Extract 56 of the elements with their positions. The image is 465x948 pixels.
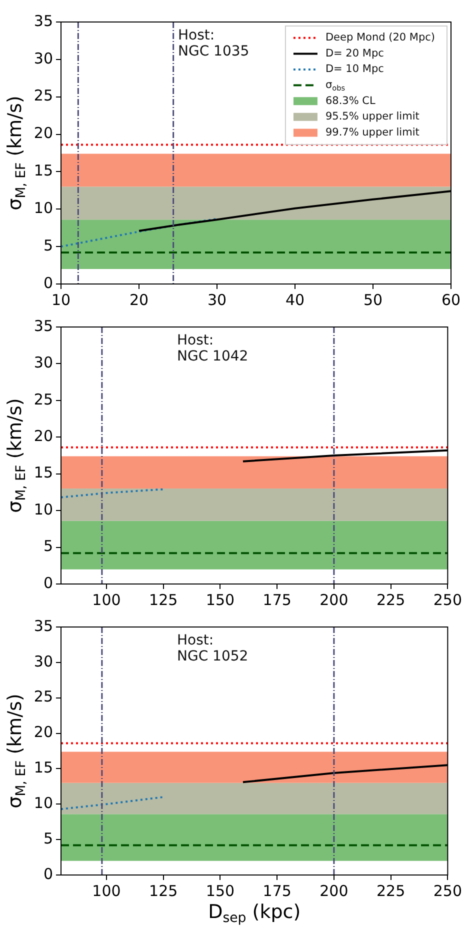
y-tick-label: 10	[34, 199, 53, 218]
y-tick-label: 25	[34, 390, 53, 408]
x-tick-label: 40	[285, 290, 305, 309]
x-tick-label: 125	[149, 882, 178, 900]
x-tick-label: 225	[376, 882, 406, 900]
x-tick-label: 250	[433, 590, 462, 609]
x-tick-label: 150	[206, 882, 235, 900]
x-tick-label: 200	[320, 882, 348, 900]
y-tick-label: 0	[43, 274, 53, 292]
y-tick-label: 10	[34, 794, 53, 812]
y-tick-label: 10	[34, 500, 53, 518]
legend-label: 95.5% upper limit	[325, 110, 420, 123]
legend-label: 99.7% upper limit	[325, 126, 420, 138]
y-tick-label: 15	[34, 464, 53, 482]
annotation: Host: NGC 1035	[178, 28, 250, 60]
y-tick-label: 5	[43, 236, 53, 254]
x-tick-label: 60	[441, 290, 461, 309]
y-axis-title: σM, EF (km/s)	[4, 96, 30, 210]
y-tick-label: 20	[34, 723, 53, 742]
x-tick-label: 225	[376, 590, 406, 609]
legend-label: Deep Mond (20 Mpc)	[325, 32, 436, 44]
x-tick-label: 100	[92, 590, 121, 609]
x-tick-label: 150	[206, 590, 235, 609]
line-series	[61, 218, 218, 248]
annotation: Host: NGC 1042	[177, 332, 248, 365]
y-tick-label: 0	[43, 574, 53, 592]
y-tick-label: 20	[34, 427, 53, 446]
y-tick-label: 30	[34, 49, 53, 68]
y-tick-label: 35	[34, 316, 53, 335]
y-tick-label: 0	[43, 864, 53, 883]
y-tick-label: 30	[34, 652, 53, 670]
legend-label: D= 20 Mpc	[325, 47, 384, 60]
y-tick-label: 35	[34, 12, 53, 30]
x-tick-label: 125	[149, 590, 178, 609]
x-tick-label: 30	[207, 290, 227, 309]
x-tick-label: 200	[320, 590, 348, 609]
y-tick-label: 30	[34, 354, 53, 372]
x-tick-label: 50	[363, 290, 383, 309]
x-tick-label: 175	[262, 882, 292, 900]
x-tick-label: 175	[262, 590, 292, 609]
x-tick-label: 20	[129, 290, 149, 309]
y-tick-label: 15	[34, 758, 53, 777]
y-tick-label: 25	[34, 688, 53, 706]
y-tick-label: 5	[43, 537, 53, 556]
x-tick-label: 250	[433, 882, 462, 900]
y-tick-label: 5	[43, 829, 53, 848]
x-tick-label: 100	[92, 882, 121, 900]
y-axis-title: σM, EF (km/s)	[4, 398, 30, 513]
y-axis-title: σM, EF (km/s)	[4, 694, 30, 808]
annotation: Host: NGC 1052	[177, 632, 248, 665]
y-tick-label: 35	[34, 616, 53, 635]
y-tick-label: 25	[34, 86, 53, 105]
legend-label: 68.3% CL	[325, 94, 376, 107]
y-tick-label: 15	[34, 162, 53, 180]
y-tick-label: 20	[34, 124, 53, 142]
legend-label: D= 10 Mpc	[325, 63, 384, 76]
